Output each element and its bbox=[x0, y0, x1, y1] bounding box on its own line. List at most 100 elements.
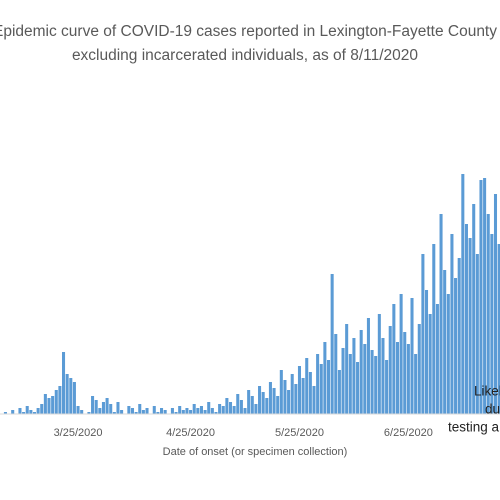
bar bbox=[366, 318, 370, 414]
bar bbox=[11, 410, 15, 414]
x-tick-label: 4/25/2020 bbox=[166, 427, 215, 439]
annotation: testing a bbox=[448, 420, 500, 435]
bar bbox=[297, 366, 301, 414]
bar bbox=[348, 354, 352, 414]
bar bbox=[32, 412, 37, 414]
bar bbox=[58, 386, 62, 414]
bar bbox=[250, 396, 254, 414]
bar bbox=[287, 390, 291, 414]
x-tick-label: 3/25/2020 bbox=[54, 427, 103, 439]
bar bbox=[374, 356, 378, 414]
bar bbox=[345, 324, 349, 414]
bar bbox=[218, 404, 222, 414]
bar bbox=[316, 354, 320, 414]
bar bbox=[207, 402, 211, 414]
bar bbox=[337, 370, 341, 414]
bar bbox=[25, 406, 29, 414]
bar bbox=[279, 370, 283, 414]
bar bbox=[446, 294, 450, 414]
bar bbox=[228, 402, 233, 414]
bar bbox=[272, 388, 276, 414]
bar bbox=[472, 204, 476, 414]
bar bbox=[203, 410, 207, 414]
bar bbox=[283, 380, 287, 414]
bar bbox=[243, 408, 247, 414]
bar bbox=[417, 324, 421, 414]
bar bbox=[214, 412, 218, 414]
bar bbox=[98, 408, 102, 414]
bar bbox=[421, 254, 425, 414]
bar bbox=[395, 342, 400, 414]
bar bbox=[334, 334, 338, 414]
bar bbox=[178, 406, 182, 414]
bar bbox=[72, 382, 76, 414]
bar bbox=[105, 398, 109, 414]
bar bbox=[330, 274, 334, 414]
bar bbox=[239, 400, 243, 414]
chart-title: Epidemic curve of COVID-19 cases reporte… bbox=[0, 23, 497, 40]
bar bbox=[116, 402, 120, 414]
bar bbox=[483, 178, 487, 414]
bar bbox=[181, 410, 185, 414]
bar bbox=[232, 406, 236, 414]
bar bbox=[152, 406, 156, 414]
bar bbox=[392, 304, 396, 414]
bar bbox=[377, 314, 381, 414]
bar bbox=[254, 404, 258, 414]
bar bbox=[51, 396, 55, 414]
bar bbox=[18, 408, 22, 414]
bar bbox=[457, 258, 461, 414]
bar bbox=[109, 404, 113, 414]
bar bbox=[493, 194, 498, 414]
bar bbox=[388, 326, 392, 414]
bar bbox=[490, 234, 494, 414]
bar bbox=[468, 238, 472, 414]
bar bbox=[414, 354, 418, 414]
bar bbox=[236, 394, 240, 414]
bar bbox=[185, 408, 189, 414]
bar bbox=[359, 330, 363, 414]
bar bbox=[323, 342, 327, 414]
bar bbox=[428, 314, 432, 414]
bar bbox=[305, 358, 309, 414]
bar bbox=[258, 386, 262, 414]
bar bbox=[261, 392, 265, 414]
bar bbox=[76, 406, 80, 414]
bar bbox=[461, 174, 465, 414]
annotation: Likel bbox=[474, 384, 500, 399]
bar bbox=[62, 352, 66, 414]
bar bbox=[486, 214, 490, 414]
bar bbox=[29, 410, 33, 414]
bar bbox=[326, 360, 331, 414]
bar bbox=[399, 294, 403, 414]
bar bbox=[319, 364, 323, 414]
bar bbox=[112, 412, 116, 414]
bar bbox=[174, 412, 178, 414]
bar bbox=[170, 408, 174, 414]
bar bbox=[425, 290, 429, 414]
bar bbox=[381, 338, 385, 414]
bar bbox=[47, 398, 51, 414]
bar bbox=[356, 362, 360, 414]
bar bbox=[134, 412, 138, 414]
bar bbox=[312, 386, 316, 414]
bar bbox=[403, 332, 407, 414]
bar bbox=[156, 412, 160, 414]
bar bbox=[370, 350, 374, 414]
bar bbox=[69, 378, 73, 414]
bar bbox=[439, 214, 443, 414]
bar bbox=[221, 406, 225, 414]
bar bbox=[301, 378, 305, 414]
bar bbox=[341, 348, 345, 414]
bar bbox=[225, 398, 229, 414]
bar bbox=[464, 224, 468, 414]
bar bbox=[196, 408, 200, 414]
bar bbox=[87, 412, 91, 414]
bar bbox=[130, 408, 135, 414]
bar bbox=[352, 338, 356, 414]
bar bbox=[265, 398, 269, 414]
bar bbox=[141, 410, 145, 414]
bar bbox=[40, 404, 44, 414]
